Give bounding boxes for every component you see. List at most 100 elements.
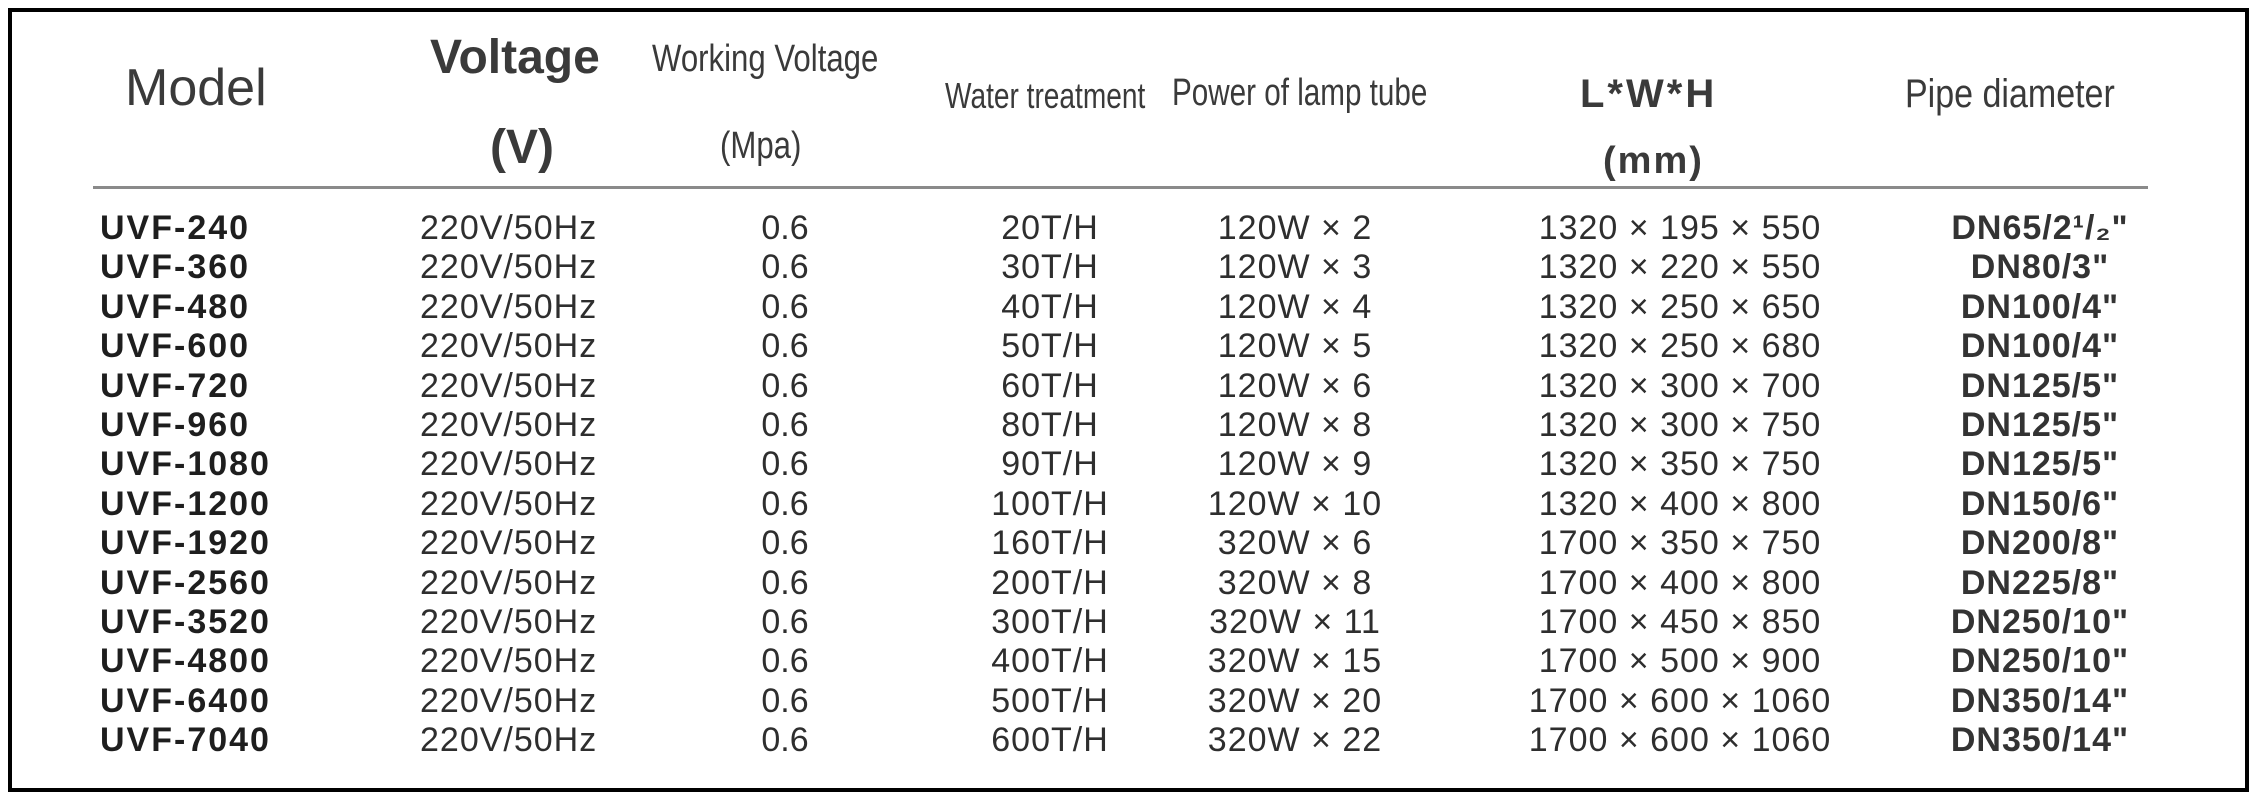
cell-pipe-diameter: DN200/8" [1960, 524, 2120, 563]
cell-pipe-diameter: DN250/10" [1950, 603, 2130, 641]
cell-working-pressure: 0.6 [761, 721, 809, 760]
cell-pipe-diameter: DN150/6" [1960, 484, 2120, 523]
cell-water-treatment: 500T/H [991, 681, 1109, 720]
cell-dimensions: 1700 × 600 × 1060 [1528, 721, 1832, 760]
cell-working-pressure: 0.6 [761, 406, 809, 444]
table-row: UVF-480 220V/50Hz 0.6 40T/H 120W × 4 1320 × 2… [0, 288, 2257, 327]
cell-voltage: 220V/50Hz [420, 603, 598, 641]
cell-water-treatment: 60T/H [1001, 366, 1099, 405]
cell-voltage: 220V/50Hz [420, 524, 598, 563]
cell-dimensions: 1700 × 500 × 900 [1538, 642, 1822, 681]
cell-model: UVF-240 [100, 209, 251, 247]
cell-pipe-diameter: DN65/2¹/₂" [1951, 209, 2129, 247]
cell-lamp-power: 120W × 9 [1217, 445, 1373, 484]
cell-model: UVF-4800 [100, 642, 271, 681]
cell-lamp-power: 320W × 20 [1207, 681, 1383, 720]
cell-working-pressure: 0.6 [761, 209, 809, 247]
cell-dimensions: 1320 × 195 × 550 [1538, 209, 1822, 247]
cell-voltage: 220V/50Hz [420, 248, 598, 287]
cell-voltage: 220V/50Hz [420, 445, 598, 484]
cell-dimensions: 1320 × 300 × 700 [1538, 366, 1822, 405]
cell-model: UVF-1200 [100, 484, 271, 523]
cell-lamp-power: 320W × 22 [1207, 721, 1383, 760]
header-divider [93, 186, 2148, 189]
cell-water-treatment: 100T/H [991, 484, 1109, 523]
cell-voltage: 220V/50Hz [420, 563, 598, 602]
cell-lamp-power: 120W × 2 [1217, 209, 1373, 247]
cell-water-treatment: 30T/H [1001, 248, 1099, 287]
cell-dimensions: 1700 × 350 × 750 [1538, 524, 1822, 563]
cell-working-pressure: 0.6 [761, 248, 809, 287]
cell-voltage: 220V/50Hz [420, 327, 598, 366]
cell-voltage: 220V/50Hz [420, 209, 598, 247]
header-pipe-diameter: Pipe diameter [1905, 72, 2115, 116]
table-row: UVF-2560 220V/50Hz 0.6 200T/H 320W × 8 1700 ×… [0, 564, 2257, 603]
cell-dimensions: 1320 × 250 × 680 [1538, 327, 1822, 366]
cell-model: UVF-1920 [100, 524, 271, 563]
header-voltage-unit: (V) [490, 121, 554, 174]
table-row: UVF-1920 220V/50Hz 0.6 160T/H 320W × 6 1700 ×… [0, 524, 2257, 563]
cell-voltage: 220V/50Hz [420, 484, 598, 523]
cell-working-pressure: 0.6 [761, 524, 809, 563]
cell-model: UVF-960 [100, 406, 251, 444]
cell-dimensions: 1320 × 350 × 750 [1538, 445, 1822, 484]
cell-lamp-power: 320W × 11 [1209, 603, 1381, 641]
cell-lamp-power: 120W × 4 [1217, 287, 1373, 326]
cell-lamp-power: 120W × 3 [1217, 248, 1373, 287]
cell-voltage: 220V/50Hz [420, 681, 598, 720]
cell-dimensions: 1320 × 220 × 550 [1538, 248, 1822, 287]
cell-voltage: 220V/50Hz [420, 287, 598, 326]
cell-voltage: 220V/50Hz [420, 642, 598, 681]
cell-working-pressure: 0.6 [761, 327, 809, 366]
cell-pipe-diameter: DN350/14" [1950, 721, 2130, 760]
table-row: UVF-6400 220V/50Hz 0.6 500T/H 320W × 20 1700 … [0, 682, 2257, 721]
header-working-voltage-unit: (Mpa) [720, 125, 802, 167]
header-voltage: Voltage [430, 31, 600, 84]
cell-working-pressure: 0.6 [761, 681, 809, 720]
cell-lamp-power: 120W × 8 [1217, 406, 1373, 444]
cell-lamp-power: 320W × 6 [1217, 524, 1373, 563]
cell-dimensions: 1700 × 600 × 1060 [1528, 681, 1832, 720]
cell-working-pressure: 0.6 [761, 445, 809, 484]
cell-model: UVF-1080 [100, 445, 271, 484]
header-working-voltage: Working Voltage [652, 38, 879, 80]
cell-dimensions: 1320 × 250 × 650 [1538, 287, 1822, 326]
cell-water-treatment: 160T/H [991, 524, 1109, 563]
cell-working-pressure: 0.6 [761, 287, 809, 326]
cell-pipe-diameter: DN350/14" [1950, 681, 2130, 720]
cell-model: UVF-6400 [100, 681, 271, 720]
table-row: UVF-960 220V/50Hz 0.6 80T/H 120W × 8 1320 × 3… [0, 406, 2257, 445]
table-row: UVF-600 220V/50Hz 0.6 50T/H 120W × 5 1320 × 2… [0, 327, 2257, 366]
cell-dimensions: 1320 × 300 × 750 [1538, 406, 1822, 444]
cell-lamp-power: 320W × 8 [1217, 563, 1373, 602]
cell-water-treatment: 40T/H [1001, 287, 1099, 326]
cell-model: UVF-2560 [100, 563, 271, 602]
table-row: UVF-7040 220V/50Hz 0.6 600T/H 320W × 22 1700 … [0, 721, 2257, 760]
table-row: UVF-1080 220V/50Hz 0.6 90T/H 120W × 9 1320 × … [0, 445, 2257, 484]
table-row: UVF-4800 220V/50Hz 0.6 400T/H 320W × 15 1700 … [0, 642, 2257, 681]
cell-pipe-diameter: DN125/5" [1960, 445, 2120, 484]
cell-working-pressure: 0.6 [761, 484, 809, 523]
cell-model: UVF-360 [100, 248, 251, 287]
cell-working-pressure: 0.6 [761, 366, 809, 405]
cell-voltage: 220V/50Hz [420, 366, 598, 405]
cell-pipe-diameter: DN250/10" [1950, 642, 2130, 681]
cell-water-treatment: 50T/H [1001, 327, 1099, 366]
cell-pipe-diameter: DN100/4" [1960, 327, 2120, 366]
cell-pipe-diameter: DN80/3" [1970, 248, 2110, 287]
cell-working-pressure: 0.6 [761, 563, 809, 602]
cell-model: UVF-7040 [100, 721, 271, 760]
table-row: UVF-240 220V/50Hz 0.6 20T/H 120W × 2 1320 × 1… [0, 209, 2257, 248]
cell-model: UVF-600 [100, 327, 251, 366]
cell-lamp-power: 320W × 15 [1207, 642, 1383, 681]
cell-lamp-power: 120W × 5 [1217, 327, 1373, 366]
cell-water-treatment: 300T/H [991, 603, 1109, 641]
cell-lamp-power: 120W × 6 [1217, 366, 1373, 405]
header-dimensions-unit: (mm) [1603, 140, 1704, 182]
cell-pipe-diameter: DN100/4" [1960, 287, 2120, 326]
cell-voltage: 220V/50Hz [420, 721, 598, 760]
cell-water-treatment: 90T/H [1001, 445, 1099, 484]
cell-lamp-power: 120W × 10 [1207, 484, 1383, 523]
cell-voltage: 220V/50Hz [420, 406, 598, 444]
cell-pipe-diameter: DN125/5" [1960, 366, 2120, 405]
